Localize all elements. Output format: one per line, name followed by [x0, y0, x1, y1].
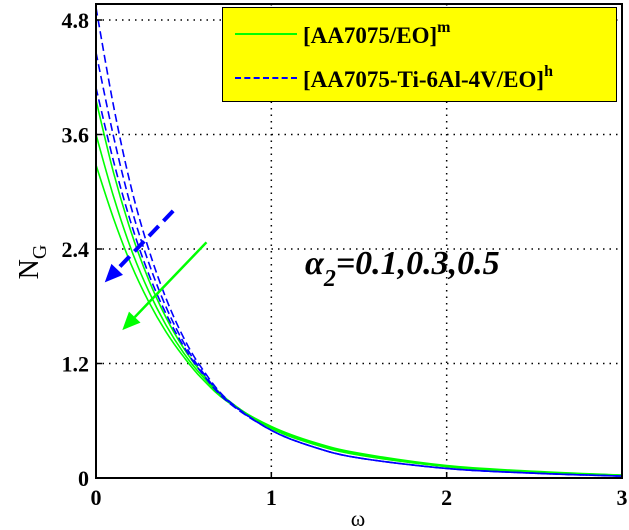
series-curve	[95, 164, 623, 476]
series-curve	[95, 87, 623, 477]
y-tick-label: 4.8	[62, 8, 90, 33]
y-tick-label: 1.2	[62, 352, 90, 377]
arrow-head-icon	[104, 263, 123, 283]
legend-label-aa7075: [AA7075/EO]m	[303, 19, 451, 48]
svg-text:NG: NG	[14, 245, 51, 280]
alpha-annotation: α2=0.1,0.3,0.5	[305, 245, 500, 292]
y-axis-label: NG	[14, 245, 51, 280]
plot-frame	[95, 3, 623, 479]
legend: [AA7075/EO]m [AA7075-Ti-6Al-4V/EO]h	[222, 7, 617, 102]
y-tick-label: 2.4	[62, 237, 90, 262]
arrow-head-icon	[122, 311, 141, 331]
data-curves	[95, 7, 623, 477]
x-tick-label: 3	[617, 485, 628, 510]
trend-arrow-line	[115, 209, 175, 271]
axis-ticks: 0 1 2 3 0 1.2 2.4 3.6 4.8	[62, 8, 628, 510]
legend-entry-aa7075-ti: [AA7075-Ti-6Al-4V/EO]h	[223, 58, 553, 98]
series-curve	[95, 52, 623, 477]
solid-line-swatch-icon	[235, 33, 297, 35]
x-axis-label: ω	[351, 506, 365, 530]
y-tick-label: 0	[78, 466, 89, 491]
x-tick-label: 0	[91, 485, 102, 510]
y-tick-label: 3.6	[62, 123, 90, 148]
legend-entry-aa7075: [AA7075/EO]m	[223, 14, 451, 54]
trend-arrow-line	[133, 241, 208, 318]
dashed-line-swatch-icon	[235, 77, 297, 79]
trend-arrows	[104, 209, 208, 331]
x-tick-label: 1	[266, 485, 277, 510]
legend-label-aa7075-ti: [AA7075-Ti-6Al-4V/EO]h	[303, 63, 553, 92]
series-curve	[95, 134, 623, 476]
x-tick-label: 2	[441, 485, 452, 510]
